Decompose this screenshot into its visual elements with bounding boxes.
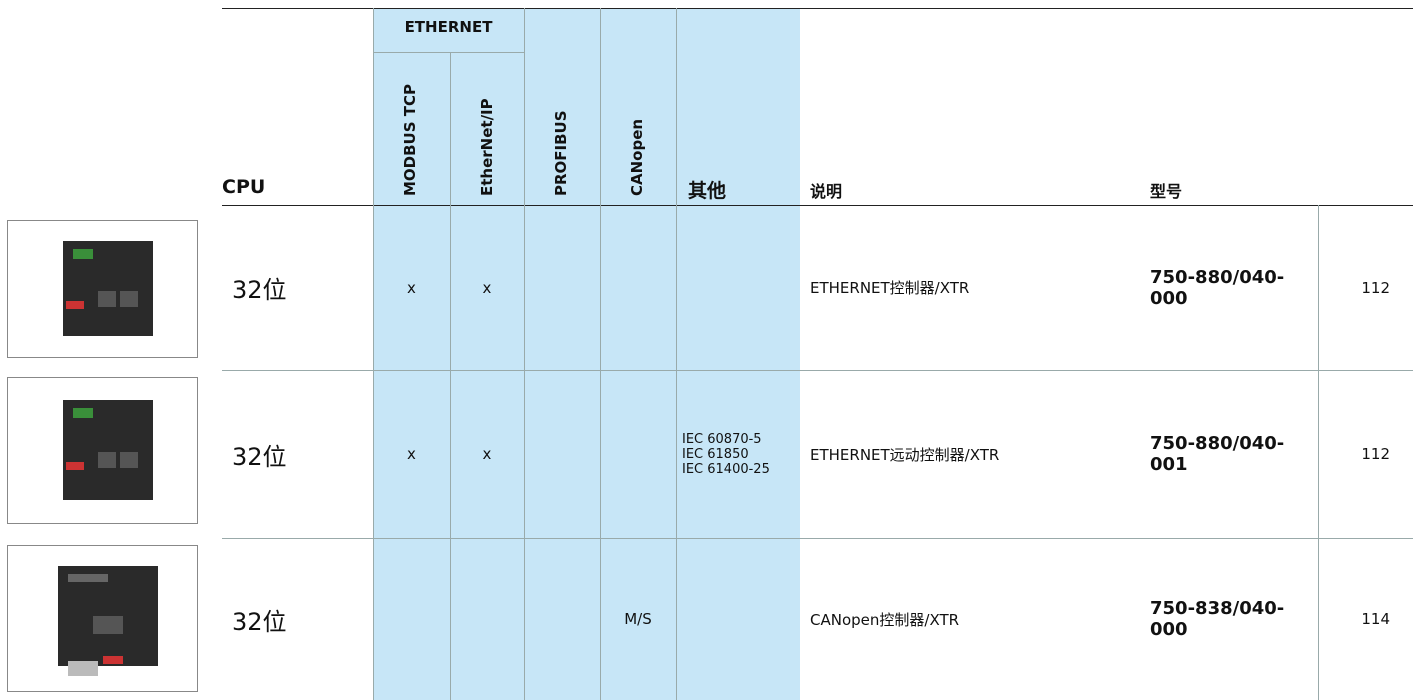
- column-highlight: [373, 8, 800, 700]
- cell-model: 750-880/040-001: [1150, 433, 1285, 475]
- cell-line: IEC 61400-25: [682, 461, 770, 477]
- column-header: 说明: [810, 182, 843, 201]
- cell-cpu: 32位: [232, 442, 287, 471]
- column-header: EtherNet/IP: [478, 98, 496, 196]
- cell-canopen: M/S: [624, 610, 652, 628]
- product-image: [7, 220, 198, 358]
- row-rule: [222, 370, 1413, 371]
- column-rule: [373, 8, 374, 700]
- cell-ethernetip: x: [482, 445, 492, 463]
- cell-model: 750-880/040-000: [1150, 266, 1285, 309]
- cell-description: ETHERNET远动控制器/XTR: [810, 445, 1000, 464]
- column-rule: [600, 8, 601, 700]
- column-header: CANopen: [628, 118, 646, 196]
- column-header: CPU: [222, 176, 266, 198]
- cell-cpu: 32位: [232, 276, 287, 304]
- header-rule: [222, 205, 1413, 206]
- cell-line: IEC 61850: [682, 446, 749, 462]
- cell-line: IEC 60870-5: [682, 431, 762, 447]
- column-header: 型号: [1150, 182, 1183, 201]
- column-rule: [450, 52, 451, 700]
- cell-description: CANopen控制器/XTR: [810, 610, 960, 629]
- column-header: 其他: [688, 180, 727, 202]
- cell-modbus: x: [407, 445, 416, 463]
- cell-page: 114: [1361, 610, 1390, 628]
- cell-page: 112: [1361, 445, 1390, 463]
- cell-model: 750-838/040-000: [1150, 598, 1285, 640]
- group-rule: [373, 52, 524, 53]
- column-rule: [676, 8, 677, 700]
- cell-cpu: 32位: [232, 607, 287, 636]
- cell-other: IEC 60870-5 IEC 61850 IEC 61400-25: [682, 370, 800, 538]
- cell-modbus: x: [407, 278, 416, 297]
- column-header: MODBUS TCP: [401, 83, 419, 196]
- column-rule: [1318, 205, 1319, 700]
- cell-ethernetip: x: [482, 278, 492, 297]
- top-rule: [222, 8, 1413, 9]
- row-rule: [222, 538, 1413, 539]
- group-header: ETHERNET: [404, 18, 493, 36]
- cell-description: ETHERNET控制器/XTR: [810, 279, 970, 297]
- column-rule: [524, 8, 525, 700]
- product-image: [7, 545, 198, 692]
- column-header: PROFIBUS: [552, 110, 570, 196]
- cell-page: 112: [1361, 278, 1390, 297]
- product-image: [7, 377, 198, 524]
